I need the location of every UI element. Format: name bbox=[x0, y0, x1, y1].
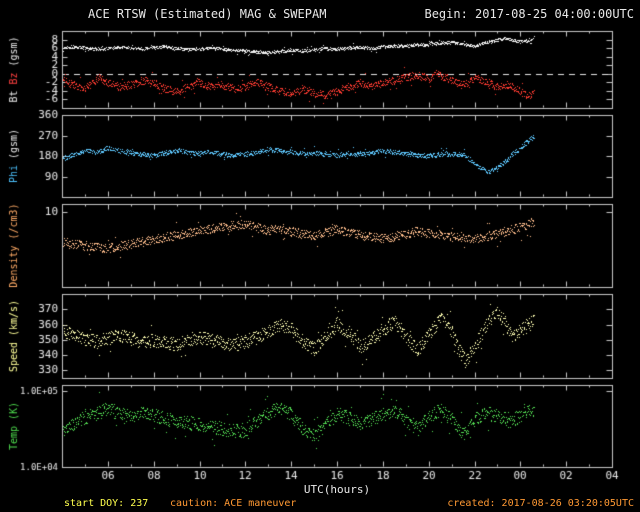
caution-label: caution: ACE maneuver bbox=[170, 498, 297, 509]
x-axis-label: UTC(hours) bbox=[303, 483, 371, 496]
created-timestamp: created: 2017-08-26 03:20:05UTC bbox=[447, 498, 634, 509]
begin-timestamp: Begin: 2017-08-25 04:00:00UTC bbox=[424, 7, 634, 21]
start-doy-label: start DOY: 237 bbox=[64, 498, 149, 509]
page-title: ACE RTSW (Estimated) MAG & SWEPAM bbox=[88, 7, 327, 21]
